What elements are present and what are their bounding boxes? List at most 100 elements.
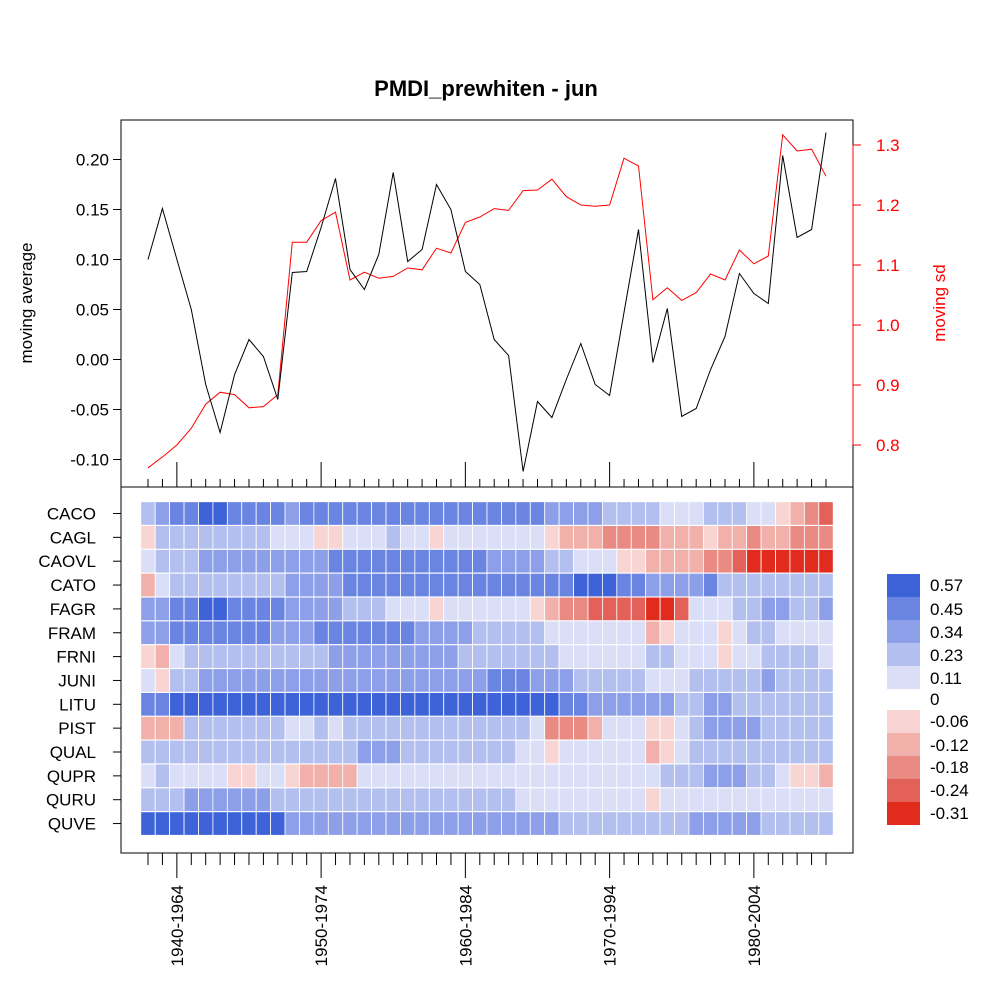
heatmap-cell [140,549,156,574]
heatmap-cell [169,596,185,622]
heatmap-cell [472,572,488,598]
heatmap-cell [313,572,329,598]
heatmap-cell [630,596,647,622]
heatmap-cell [775,596,791,622]
heatmap-cell [645,811,661,836]
heatmap-cell [573,596,589,622]
heatmap-cell [746,763,762,788]
heatmap-cell [573,811,589,836]
heatmap-cell [746,549,762,574]
heatmap-cell [255,739,272,765]
heatmap-cell [818,644,834,669]
heatmap-cell [198,668,214,693]
heatmap-cell [717,620,733,645]
heatmap-cell [558,525,574,550]
heatmap-cell [818,692,834,717]
heatmap-cell [645,692,661,717]
heatmap-cell [731,620,748,645]
heatmap-cell [803,716,820,741]
heatmap-cell [342,692,358,717]
heatmap-cell [356,501,373,526]
heatmap-cell [342,763,358,788]
heatmap-cell [443,763,459,788]
heatmap-cell [602,739,618,765]
heatmap-cell [226,739,243,765]
row-label: CATO [50,576,96,595]
heatmap-cell [529,549,546,574]
heatmap-cell [342,572,358,598]
legend-swatch [887,643,920,666]
heatmap-cell [414,501,430,526]
legend-swatch [887,666,920,689]
left-axis: 0.20 0.15 0.10 0.05 0.00 -0.05 -0.10 [70,151,122,470]
heatmap-cell [702,811,719,836]
heatmap-cell [674,739,690,765]
heatmap-cell [342,811,358,836]
heatmap-cell [558,716,574,741]
heatmap-cell [731,501,748,526]
heatmap-cell [702,739,719,765]
heatmap-cell [371,668,387,693]
heatmap-cell [356,620,373,645]
heatmap-cell [400,596,416,622]
heatmap-cell [255,692,272,717]
legend-swatch [887,756,920,779]
heatmap-cell [226,644,243,669]
heatmap-cell [443,572,459,598]
right-tick-label: 1.0 [876,316,900,335]
heatmap-cell [371,596,387,622]
heatmap-cell [414,763,430,788]
heatmap-cell [356,549,373,574]
heatmap-cell [327,787,344,812]
legend-swatch [887,733,920,756]
heatmap-cell [154,596,171,622]
heatmap-cell [544,525,560,550]
heatmap-cell [674,525,690,550]
heatmap-cell [183,668,199,693]
legend-label: 0.23 [930,646,963,665]
heatmap-cell [529,620,546,645]
heatmap-cell [717,763,733,788]
heatmap-cell [558,549,574,574]
heatmap-cell [270,787,286,812]
heatmap-cell [400,716,416,741]
heatmap-cell [198,811,214,836]
heatmap-cell [327,501,344,526]
heatmap-cell [154,763,171,788]
heatmap-cell [659,549,675,574]
heatmap-cell [154,668,171,693]
heatmap-cells [140,501,834,836]
heatmap-cell [414,716,430,741]
heatmap-cell [327,716,344,741]
bottom-x-label: 1980-2004 [745,885,764,966]
heatmap-cell [183,549,199,574]
heatmap-cell [255,572,272,598]
heatmap-cell [342,668,358,693]
bottom-x-label: 1940-1964 [168,885,187,966]
heatmap-cell [198,763,214,788]
heatmap-cell [587,644,603,669]
heatmap-cell [414,739,430,765]
heatmap-cell [645,501,661,526]
heatmap-cell [659,596,675,622]
heatmap-cell [457,787,473,812]
heatmap-cell [731,668,748,693]
heatmap-cell [270,692,286,717]
heatmap-cell [789,644,805,669]
heatmap-cell [630,525,647,550]
heatmap-cell [457,716,473,741]
heatmap-cell [212,739,228,765]
heatmap-cell [414,787,430,812]
species-labels: CACO CAGL CAOVL CATO FAGR FRAM FRNI JUNI LITU PIS… [38,505,121,834]
row-label: CACO [47,505,96,524]
heatmap-cell [226,525,243,550]
heatmap-cell [789,787,805,812]
heatmap-cell [789,739,805,765]
heatmap-cell [414,692,430,717]
heatmap-cell [198,501,214,526]
heatmap-cell [659,668,675,693]
heatmap-cell [818,668,834,693]
heatmap-cell [674,811,690,836]
heatmap-cell [674,501,690,526]
